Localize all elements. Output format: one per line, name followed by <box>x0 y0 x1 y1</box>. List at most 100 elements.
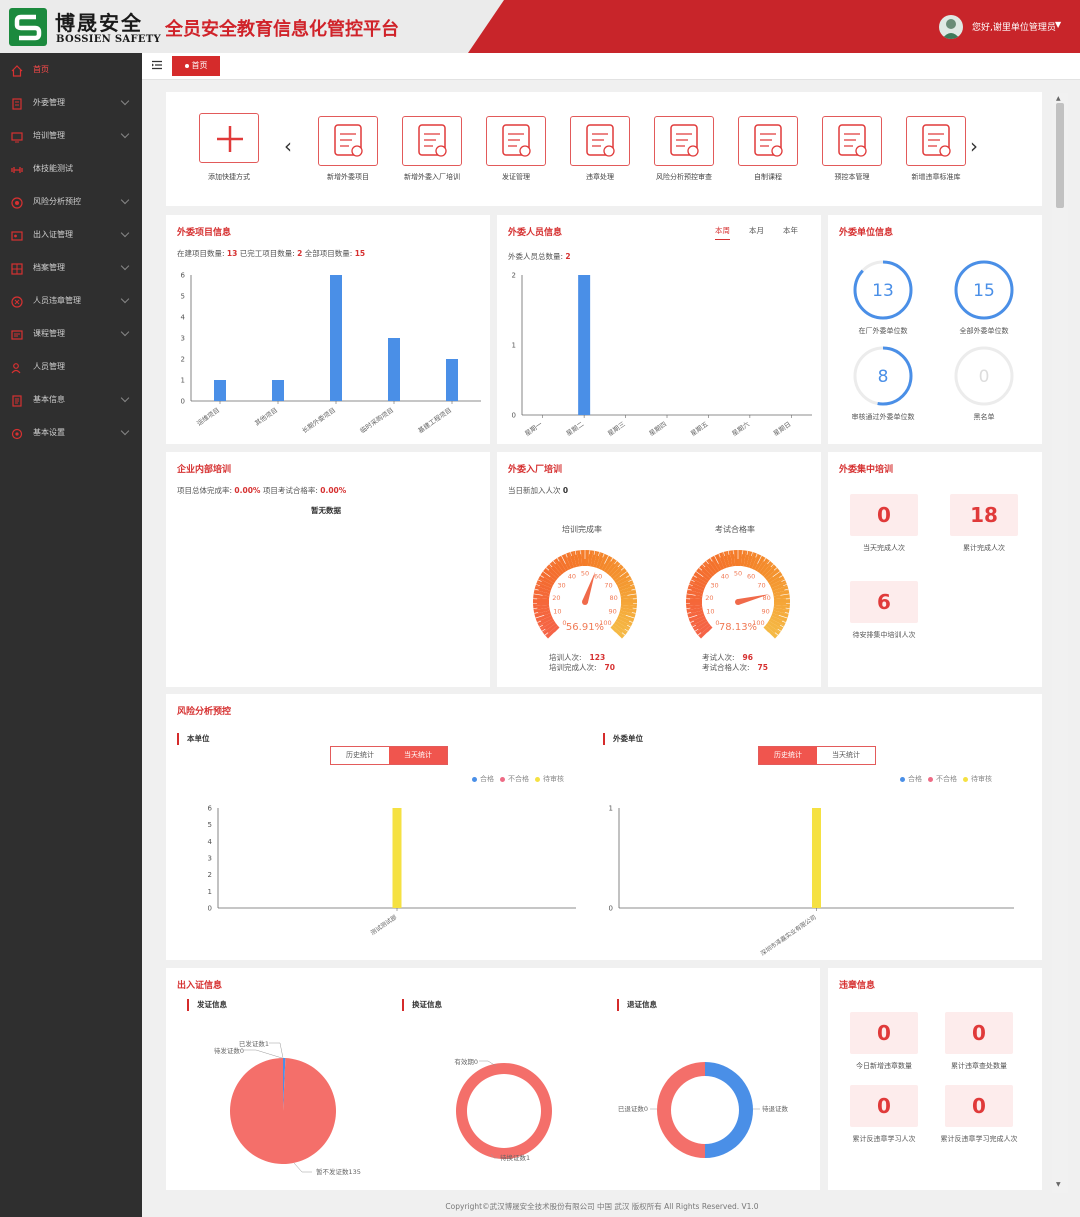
empty-state: 暂无数据 <box>311 506 341 515</box>
top-header: 博晟安全 BOSSIEN SAFETY 全员安全教育信息化管控平台 您好,谢里单… <box>0 0 1080 53</box>
gauge-tick <box>604 555 609 564</box>
y-tick-label: 2 <box>208 871 212 879</box>
quick-action-3[interactable]: 违章处理 <box>570 116 630 182</box>
gauge-tick <box>687 612 692 614</box>
toggle-today-button[interactable]: 当天统计 <box>817 747 875 764</box>
quick-action-label: 违章处理 <box>586 173 614 181</box>
gauge-tick <box>778 615 788 619</box>
sidebar-item-4[interactable]: 风险分析预控 <box>0 187 142 220</box>
gauge-band <box>542 568 558 581</box>
chevron-right-icon[interactable]: › <box>970 134 978 158</box>
add-shortcut-button[interactable]: 添加快捷方式 <box>199 113 259 182</box>
legend-label[interactable]: 合格 <box>480 775 494 783</box>
unit-ring-2: 8 <box>853 346 913 406</box>
sidebar-item-0[interactable]: 首页 <box>0 55 142 88</box>
gauge-band <box>686 593 703 600</box>
gauge-tick <box>535 615 545 619</box>
quick-action-box <box>906 116 966 166</box>
gauge-band <box>617 615 634 626</box>
gauge-band <box>743 550 751 567</box>
gauge-band <box>771 613 788 622</box>
legend-label[interactable]: 合格 <box>908 775 922 783</box>
gauge-tick <box>727 550 730 555</box>
gauge-band <box>617 578 634 589</box>
gauge-band <box>767 571 783 584</box>
sidebar-item-7[interactable]: 人员违章管理 <box>0 286 142 319</box>
gauge-band <box>691 618 708 630</box>
scroll-down-icon[interactable]: ▼ <box>1056 1181 1061 1188</box>
user-greeting[interactable]: 您好,谢里单位管理员 <box>972 23 1056 33</box>
toggle-today-button[interactable]: 当天统计 <box>389 747 447 764</box>
sidebar-item-6[interactable]: 档案管理 <box>0 253 142 286</box>
ring-value: 15 <box>973 281 995 301</box>
gauge-tick-label: 0 <box>715 619 719 627</box>
quick-action-label: 预控本管理 <box>834 173 870 181</box>
gauge-stat-value: 70 <box>604 663 615 672</box>
menu-toggle-icon[interactable] <box>152 60 162 70</box>
gauge-title: 培训完成率 <box>562 525 602 534</box>
legend-label[interactable]: 不合格 <box>936 775 957 783</box>
gauge-band <box>610 565 625 579</box>
period-tab-1[interactable]: 本月 <box>749 226 764 235</box>
quick-action-0[interactable]: 新增外委项目 <box>318 116 378 182</box>
gauge-tick <box>541 628 546 632</box>
sidebar-item-1[interactable]: 外委管理 <box>0 88 142 121</box>
ring-progress <box>954 260 1014 320</box>
gauge-value: 56.91% <box>566 622 604 633</box>
sidebar-item-3[interactable]: 体技能测试 <box>0 154 142 187</box>
quick-action-6[interactable]: 预控本管理 <box>822 116 882 182</box>
scrollbar[interactable]: ▲ ▼ <box>1052 93 1068 1193</box>
y-tick-label: 1 <box>609 805 613 813</box>
tab-home[interactable]: 首页 <box>172 56 220 76</box>
pie-label: 待发证数0 <box>214 1046 244 1055</box>
quick-action-4[interactable]: 风险分析预控审查 <box>654 116 714 182</box>
sidebar-item-5[interactable]: 出入证管理 <box>0 220 142 253</box>
sidebar-item-11[interactable]: 基本设置 <box>0 418 142 451</box>
gauge-value: 78.13% <box>719 622 757 633</box>
custom-course-icon <box>754 124 783 157</box>
legend-label[interactable]: 待审核 <box>543 775 564 783</box>
chevron-down-icon[interactable]: ▼ <box>1055 20 1062 29</box>
sidebar-item-9[interactable]: 人员管理 <box>0 352 142 385</box>
gauge-stat-label: 培训人次: <box>549 653 582 662</box>
sidebar-item-2[interactable]: 培训管理 <box>0 121 142 154</box>
completion-value: 0.00% <box>234 486 261 495</box>
quick-action-1[interactable]: 新增外委入厂培训 <box>402 116 462 182</box>
pie-slice <box>455 1063 552 1159</box>
legend-dot-icon <box>928 776 933 782</box>
gauge-band <box>542 623 558 636</box>
quick-action-7[interactable]: 新增违章标准库 <box>906 116 966 182</box>
quick-action-5[interactable]: 自制课程 <box>738 116 798 182</box>
outsource-people-card: 外委人员信息 本周 本月 本年 外委人员总数量: 2 0 1 2 星期一 星期二 星期三 星期四… <box>497 215 821 444</box>
toggle-history-button[interactable]: 历史统计 <box>759 747 817 764</box>
toggle-history-button[interactable]: 历史统计 <box>331 747 389 764</box>
pie-label: 已退证数0 <box>618 1104 648 1113</box>
gauge-band <box>686 604 703 611</box>
scroll-up-icon[interactable]: ▲ <box>1056 95 1061 102</box>
gauge-band <box>545 565 560 579</box>
gauge-tick <box>628 620 633 623</box>
gauge-tick <box>773 567 778 571</box>
tab-bar <box>142 53 1080 80</box>
scroll-thumb[interactable] <box>1056 103 1064 208</box>
gauge-tick <box>690 620 695 623</box>
legend-label[interactable]: 不合格 <box>508 775 529 783</box>
stat-label: 累计反违章学习完成人次 <box>940 1135 1018 1143</box>
period-tab-0[interactable]: 本周 <box>715 225 730 240</box>
gauge-band <box>561 553 572 570</box>
gauge-band <box>710 555 722 572</box>
legend-label[interactable]: 待审核 <box>971 775 992 783</box>
gauge-tick <box>540 575 544 578</box>
return-section-label: 退证信息 <box>617 999 657 1011</box>
avatar[interactable] <box>939 15 963 39</box>
sidebar-item-10[interactable]: 基本信息 <box>0 385 142 418</box>
period-tab-2[interactable]: 本年 <box>783 226 798 235</box>
bar <box>214 380 226 401</box>
info-icon <box>12 395 22 407</box>
quick-action-2[interactable]: 发证管理 <box>486 116 546 182</box>
header-accent-band <box>468 0 1080 53</box>
sidebar-item-8[interactable]: 课程管理 <box>0 319 142 352</box>
chevron-left-icon[interactable]: ‹ <box>284 134 292 158</box>
bar <box>330 275 342 401</box>
gauge-tick <box>537 579 542 582</box>
